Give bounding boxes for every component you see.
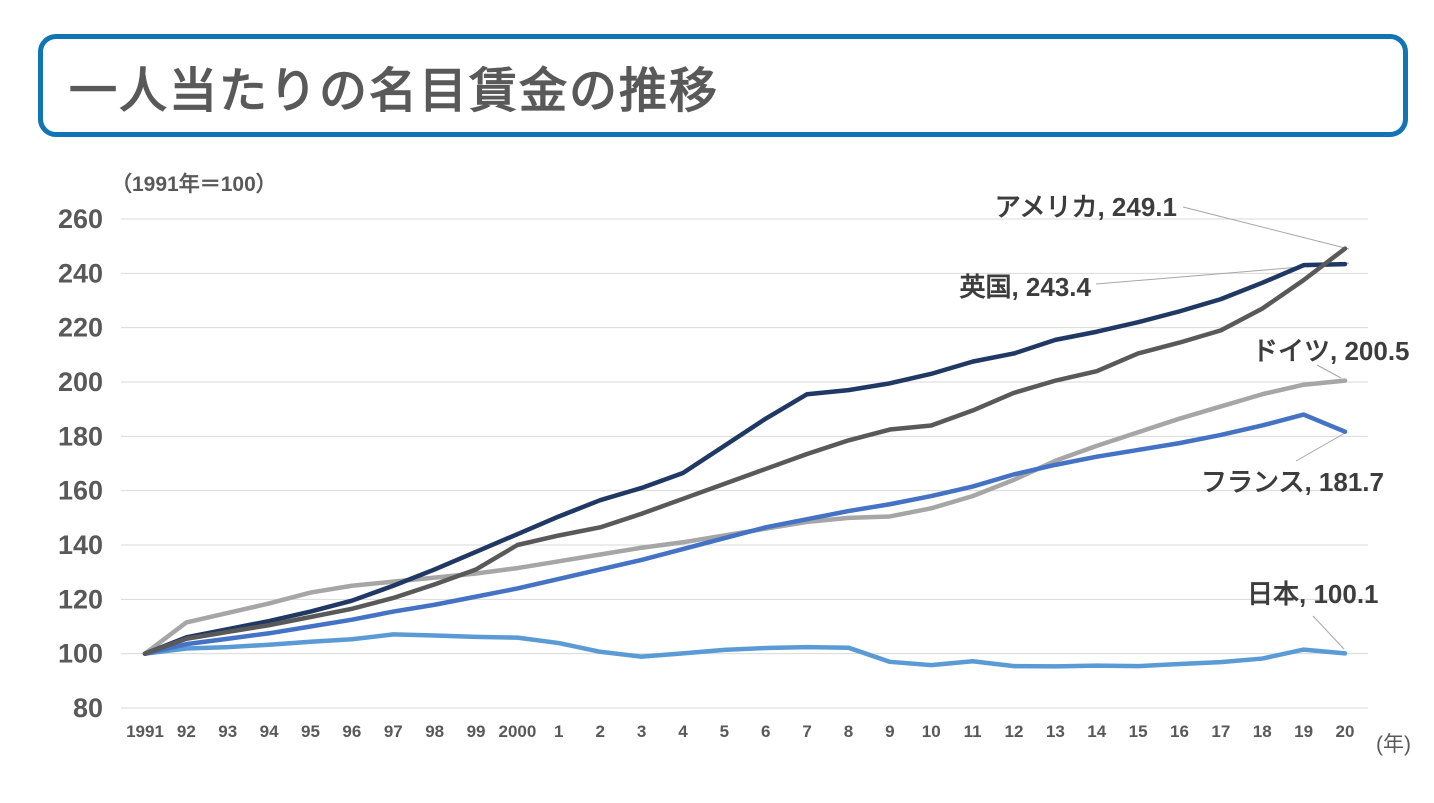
y-axis-tick-label: 80 xyxy=(73,693,103,723)
x-axis-tick-label: 2000 xyxy=(498,722,536,741)
leader-line-usa xyxy=(1182,206,1350,250)
x-axis-tick-label: 1 xyxy=(554,722,563,741)
y-axis-tick-label: 200 xyxy=(58,367,103,397)
x-axis-tick-label: 96 xyxy=(342,722,361,741)
y-axis-tick-label: 260 xyxy=(58,204,103,234)
x-axis-tick-label: 6 xyxy=(761,722,770,741)
series-label-japan: 日本, 100.1 xyxy=(1247,579,1379,609)
series-line-uk xyxy=(142,261,1348,656)
series-line-japan xyxy=(142,632,1348,669)
leader-line-france xyxy=(1295,432,1346,462)
x-axis-tick-label: 16 xyxy=(1170,722,1189,741)
chart-title-box: 一人当たりの名目賃金の推移 xyxy=(38,34,1408,137)
page-title: 一人当たりの名目賃金の推移 xyxy=(69,64,720,118)
x-axis-tick-label: 97 xyxy=(384,722,403,741)
series-label-usa: アメリカ, 249.1 xyxy=(995,192,1177,222)
series-line-usa xyxy=(142,246,1348,656)
x-axis-tick-label: 95 xyxy=(301,722,320,741)
series-label-france: フランス, 181.7 xyxy=(1201,467,1384,497)
y-axis-tick-label: 220 xyxy=(58,313,103,343)
x-axis-tick-label: 94 xyxy=(260,722,279,741)
x-axis-tick-label: 8 xyxy=(844,722,853,741)
x-axis-unit-label: (年) xyxy=(1376,733,1411,756)
x-axis-tick-label: 9 xyxy=(885,722,894,741)
x-axis-tick-label: 93 xyxy=(218,722,237,741)
x-axis-tick-label: 13 xyxy=(1046,722,1065,741)
x-axis-tick-label: 18 xyxy=(1253,722,1272,741)
x-axis-tick-label: 3 xyxy=(637,722,646,741)
series-label-uk: 英国, 243.4 xyxy=(959,272,1091,302)
x-axis-tick-label: 1991 xyxy=(126,722,164,741)
x-axis-tick-label: 12 xyxy=(1005,722,1024,741)
y-axis-tick-label: 120 xyxy=(58,584,103,614)
y-axis-unit-note: （1991年＝100） xyxy=(111,172,277,196)
x-axis-tick-label: 17 xyxy=(1211,722,1230,741)
y-axis-tick-label: 240 xyxy=(58,258,103,288)
x-axis-tick-label: 98 xyxy=(425,722,444,741)
x-axis-tick-label: 19 xyxy=(1294,722,1313,741)
series-line-france xyxy=(142,412,1348,656)
y-axis-tick-label: 160 xyxy=(58,476,103,506)
y-axis-tick-label: 180 xyxy=(58,421,103,451)
y-axis-tick-label: 100 xyxy=(58,639,103,669)
leader-line-japan xyxy=(1312,615,1345,650)
x-axis-tick-label: 7 xyxy=(802,722,811,741)
x-axis-tick-label: 2 xyxy=(595,722,604,741)
x-axis-tick-label: 4 xyxy=(678,722,688,741)
y-axis-tick-label: 140 xyxy=(58,530,103,560)
x-axis-tick-label: 5 xyxy=(720,722,729,741)
x-axis-tick-label: 92 xyxy=(177,722,196,741)
x-axis-tick-label: 14 xyxy=(1087,722,1106,741)
x-axis-tick-label: 10 xyxy=(922,722,941,741)
series-label-germany: ドイツ, 200.5 xyxy=(1252,336,1410,366)
x-axis-tick-label: 15 xyxy=(1129,722,1148,741)
x-axis-tick-label: 11 xyxy=(964,722,982,741)
x-axis-tick-label: 20 xyxy=(1336,722,1355,741)
leader-line-germany xyxy=(1316,364,1342,379)
x-axis-tick-label: 99 xyxy=(467,722,486,741)
